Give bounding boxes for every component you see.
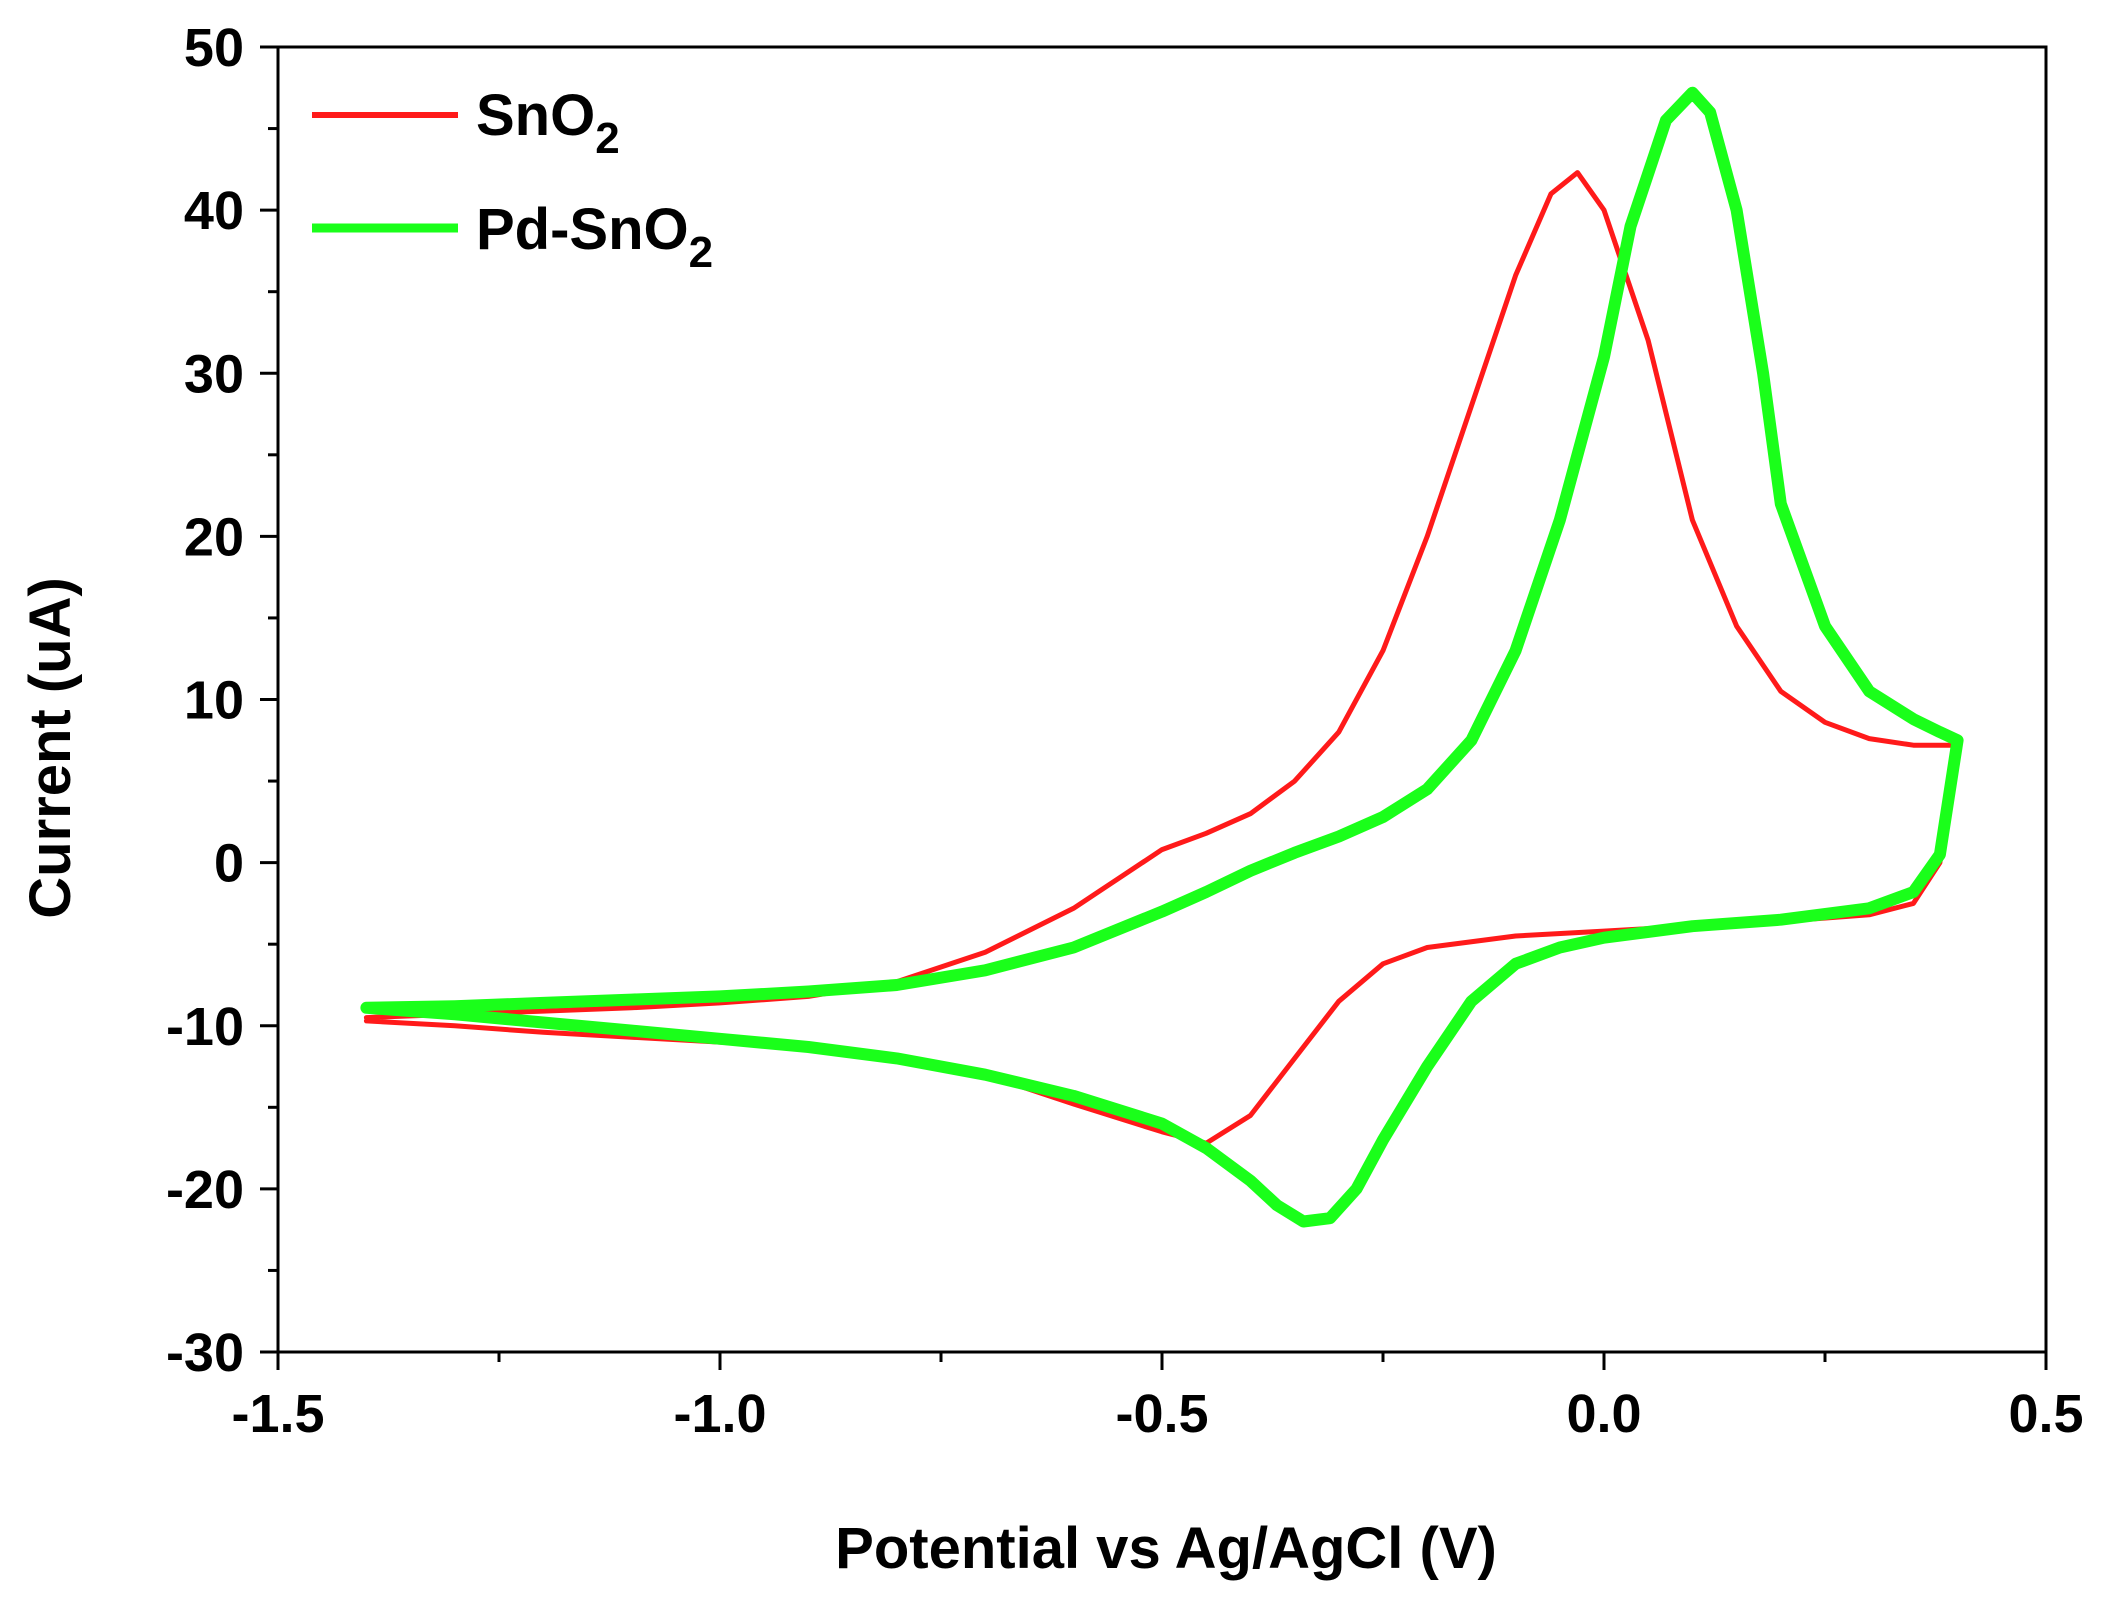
- plot-area-frame: [276, 45, 2048, 1354]
- x-tick-label: -1.5: [231, 1384, 324, 1444]
- y-tick-label: 0: [214, 834, 244, 894]
- tick-labels: -1.5 -1.0 -0.5 0.0 0.5 -30 -20 -10 0 10 20 30 40 50: [166, 18, 2084, 1444]
- y-tick-label: 50: [184, 18, 244, 78]
- y-tick-label: 10: [184, 671, 244, 731]
- x-tick-label: -1.0: [673, 1384, 766, 1444]
- y-tick-label: -30: [166, 1323, 244, 1383]
- legend-label-pd-sno2: Pd-SnO2: [476, 197, 713, 277]
- x-tick-label: -0.5: [1115, 1384, 1208, 1444]
- series-line-sno2: [363, 170, 1961, 1146]
- y-tick-label: 20: [184, 507, 244, 567]
- legend: SnO2 Pd-SnO2: [312, 83, 713, 277]
- legend-label-sno2: SnO2: [476, 83, 620, 163]
- x-axis-title: Potential vs Ag/AgCl (V): [835, 1516, 1497, 1581]
- y-tick-label: 40: [184, 181, 244, 241]
- y-tick-label: 30: [184, 344, 244, 404]
- y-tick-label: -10: [166, 997, 244, 1057]
- x-tick-label: 0.5: [2008, 1384, 2083, 1444]
- x-tick-label: 0.0: [1566, 1384, 1641, 1444]
- y-axis-title: Current (uA): [18, 577, 83, 919]
- series-layer: [360, 86, 1964, 1228]
- axis-ticks: [260, 45, 2048, 1370]
- series-line-pd-sno2: [360, 86, 1964, 1228]
- y-tick-label: -20: [166, 1160, 244, 1220]
